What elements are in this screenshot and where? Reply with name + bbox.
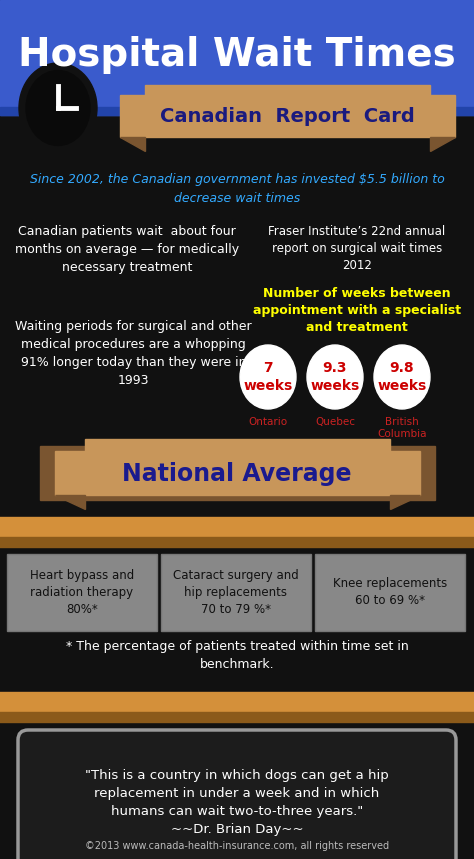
Text: Ontario: Ontario — [248, 417, 288, 427]
FancyBboxPatch shape — [18, 730, 456, 859]
FancyBboxPatch shape — [7, 554, 157, 631]
Ellipse shape — [374, 345, 430, 409]
Text: Canadian  Report  Card: Canadian Report Card — [160, 107, 415, 126]
Ellipse shape — [240, 345, 296, 409]
Text: Hospital Wait Times: Hospital Wait Times — [18, 36, 456, 74]
Bar — [85, 439, 390, 451]
Bar — [0, 107, 474, 115]
Ellipse shape — [307, 345, 363, 409]
Text: Quebec: Quebec — [315, 417, 355, 427]
Ellipse shape — [19, 63, 97, 153]
Text: British
Columbia: British Columbia — [377, 417, 427, 439]
Text: ©2013 www.canada-health-insurance.com, all rights reserved: ©2013 www.canada-health-insurance.com, a… — [85, 841, 389, 851]
Text: Waiting periods for surgical and other
medical procedures are a whopping
91% lon: Waiting periods for surgical and other m… — [15, 320, 252, 387]
Polygon shape — [430, 137, 455, 151]
Text: 7
weeks: 7 weeks — [243, 362, 292, 393]
Text: Knee replacements
60 to 69 %*: Knee replacements 60 to 69 %* — [333, 577, 447, 607]
Text: Canadian patients wait  about four
months on average — for medically
necessary t: Canadian patients wait about four months… — [15, 225, 239, 274]
Polygon shape — [390, 495, 420, 509]
Polygon shape — [55, 495, 85, 509]
Text: Heart bypass and
radiation therapy
80%*: Heart bypass and radiation therapy 80%* — [30, 569, 134, 616]
Bar — [0, 692, 474, 712]
Text: Number of weeks between
appointment with a specialist
and treatment: Number of weeks between appointment with… — [253, 287, 461, 334]
Ellipse shape — [26, 70, 90, 145]
Polygon shape — [120, 137, 145, 151]
Bar — [145, 85, 430, 95]
Bar — [120, 95, 455, 137]
Bar — [55, 451, 420, 495]
Bar — [0, 0, 474, 115]
Text: Since 2002, the Canadian government has invested $5.5 billion to
decrease wait t: Since 2002, the Canadian government has … — [29, 173, 444, 205]
Text: Fraser Institute’s 22nd annual
report on surgical wait times
2012: Fraser Institute’s 22nd annual report on… — [268, 225, 446, 272]
Bar — [0, 712, 474, 722]
Text: "This is a country in which dogs can get a hip
replacement in under a week and i: "This is a country in which dogs can get… — [85, 769, 389, 836]
FancyBboxPatch shape — [161, 554, 311, 631]
Text: 9.3
weeks: 9.3 weeks — [310, 362, 360, 393]
Bar — [40, 446, 435, 500]
Text: Cataract surgery and
hip replacements
70 to 79 %*: Cataract surgery and hip replacements 70… — [173, 569, 299, 616]
Text: National Average: National Average — [122, 462, 352, 486]
Bar — [0, 517, 474, 537]
Bar — [0, 537, 474, 547]
Text: * The percentage of patients treated within time set in
benchmark.: * The percentage of patients treated wit… — [65, 640, 409, 671]
Text: 9.8
weeks: 9.8 weeks — [377, 362, 427, 393]
FancyBboxPatch shape — [315, 554, 465, 631]
